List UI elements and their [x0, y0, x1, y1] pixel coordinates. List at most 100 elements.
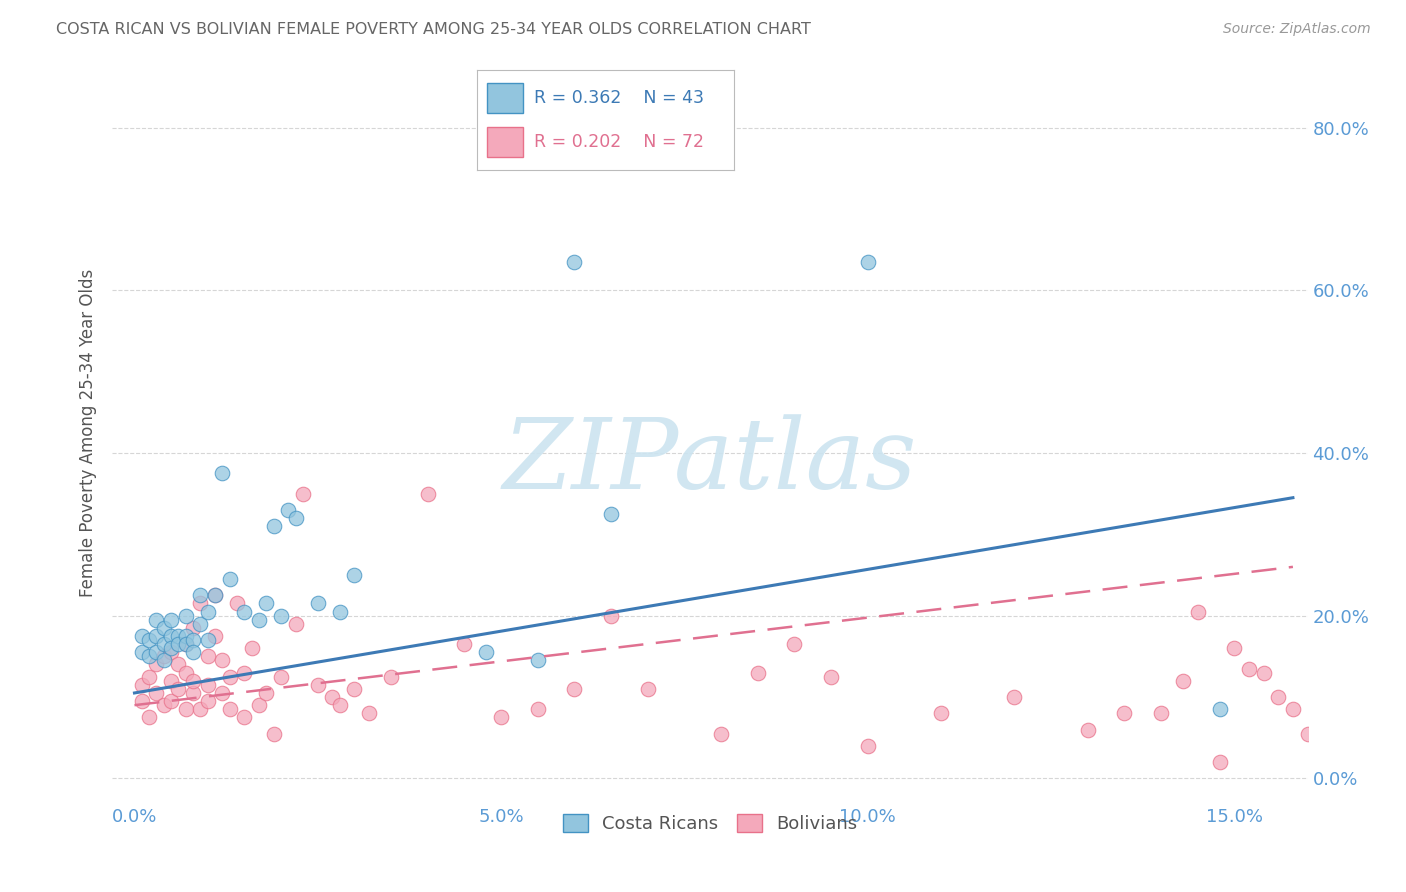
Point: [138, 710, 160, 724]
Point: [329, 605, 352, 619]
Point: [181, 673, 204, 688]
Point: [270, 670, 292, 684]
Point: [1296, 726, 1319, 740]
Point: [131, 678, 153, 692]
Point: [929, 706, 952, 721]
Point: [218, 702, 240, 716]
Point: [453, 637, 475, 651]
Point: [475, 645, 498, 659]
Point: [153, 653, 176, 667]
Point: [160, 641, 183, 656]
Point: [247, 613, 270, 627]
Point: [1171, 673, 1194, 688]
Point: [256, 597, 278, 611]
Point: [292, 486, 315, 500]
Point: [783, 637, 806, 651]
Point: [747, 665, 769, 680]
Point: [174, 665, 197, 680]
Point: [160, 613, 183, 627]
Point: [181, 686, 204, 700]
Point: [138, 670, 160, 684]
Point: [329, 698, 352, 713]
Point: [160, 645, 183, 659]
Point: [284, 616, 307, 631]
Point: [1208, 755, 1230, 769]
Point: [204, 588, 226, 602]
Point: [131, 645, 153, 659]
Point: [233, 605, 256, 619]
Point: [190, 597, 212, 611]
Point: [174, 637, 197, 651]
Point: [197, 605, 219, 619]
Point: [856, 254, 879, 268]
Point: [197, 678, 219, 692]
Point: [564, 254, 586, 268]
Point: [138, 649, 160, 664]
Point: [145, 657, 167, 672]
Point: [1237, 662, 1260, 676]
Point: [1077, 723, 1099, 737]
Point: [174, 629, 197, 643]
Point: [233, 710, 256, 724]
Point: [211, 653, 233, 667]
Point: [174, 702, 197, 716]
Text: COSTA RICAN VS BOLIVIAN FEMALE POVERTY AMONG 25-34 YEAR OLDS CORRELATION CHART: COSTA RICAN VS BOLIVIAN FEMALE POVERTY A…: [56, 22, 811, 37]
Point: [564, 681, 586, 696]
Point: [307, 678, 329, 692]
Point: [145, 645, 167, 659]
Point: [284, 511, 307, 525]
Point: [270, 608, 292, 623]
Point: [181, 633, 204, 648]
Point: [160, 629, 183, 643]
Point: [218, 670, 240, 684]
Point: [820, 670, 842, 684]
Point: [131, 629, 153, 643]
Point: [1114, 706, 1136, 721]
Point: [190, 616, 212, 631]
Point: [145, 686, 167, 700]
Point: [197, 633, 219, 648]
Point: [1223, 641, 1246, 656]
Point: [167, 637, 190, 651]
Point: [167, 657, 190, 672]
Point: [489, 710, 512, 724]
Point: [359, 706, 381, 721]
Point: [321, 690, 343, 704]
Text: ZIPatlas: ZIPatlas: [503, 415, 917, 510]
Point: [526, 653, 548, 667]
Point: [263, 726, 285, 740]
Point: [153, 698, 176, 713]
Point: [218, 572, 240, 586]
Point: [1253, 665, 1275, 680]
Point: [247, 698, 270, 713]
Point: [160, 673, 183, 688]
Point: [153, 637, 176, 651]
Point: [1282, 702, 1305, 716]
Point: [416, 486, 439, 500]
Point: [600, 507, 623, 521]
Point: [233, 665, 256, 680]
Point: [131, 694, 153, 708]
Point: [153, 621, 176, 635]
Point: [211, 686, 233, 700]
Point: [256, 686, 278, 700]
Point: [174, 608, 197, 623]
Point: [204, 629, 226, 643]
Point: [226, 597, 249, 611]
Point: [526, 702, 548, 716]
Point: [197, 649, 219, 664]
Point: [138, 633, 160, 648]
Point: [856, 739, 879, 753]
Point: [343, 568, 366, 582]
Point: [1208, 702, 1230, 716]
Point: [145, 613, 167, 627]
Point: [343, 681, 366, 696]
Point: [211, 467, 233, 481]
Point: [637, 681, 659, 696]
Point: [240, 641, 263, 656]
Point: [145, 629, 167, 643]
Legend: Costa Ricans, Bolivians: Costa Ricans, Bolivians: [554, 805, 866, 842]
Point: [1187, 605, 1209, 619]
Point: [1150, 706, 1173, 721]
Point: [380, 670, 402, 684]
